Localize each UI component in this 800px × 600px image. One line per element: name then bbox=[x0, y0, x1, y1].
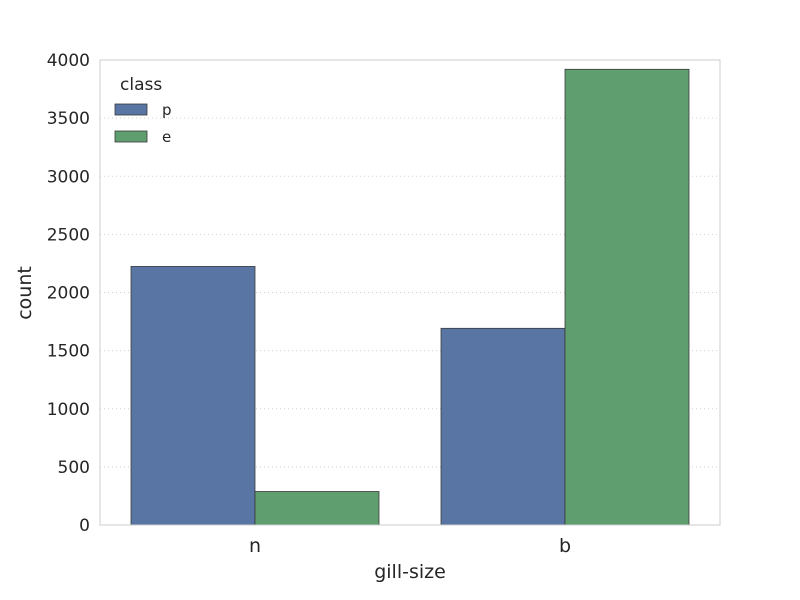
y-tick-label: 2000 bbox=[47, 284, 90, 304]
y-tick-label: 0 bbox=[79, 516, 90, 536]
y-tick-label: 1500 bbox=[47, 342, 90, 362]
y-tick-label: 2500 bbox=[47, 225, 90, 245]
y-tick-label: 4000 bbox=[47, 51, 90, 71]
legend: class pe bbox=[114, 75, 172, 146]
bar-n-p bbox=[130, 266, 256, 526]
bar-n-e bbox=[254, 491, 380, 526]
legend-swatch-p bbox=[114, 103, 148, 116]
y-tick-label: 3000 bbox=[47, 167, 90, 187]
bars bbox=[130, 68, 690, 526]
x-axis-label: gill-size bbox=[374, 561, 446, 583]
legend-label-p: p bbox=[162, 101, 172, 119]
y-tick-label: 1000 bbox=[47, 400, 90, 420]
y-tick-label: 500 bbox=[58, 458, 90, 478]
legend-swatch-e bbox=[114, 130, 148, 143]
plot-frame bbox=[99, 59, 721, 526]
y-tick-labels: 0 500 1000 1500 2000 2500 3000 3500 4000 bbox=[47, 51, 90, 536]
x-tick-label: n bbox=[249, 535, 261, 557]
y-tick-label: 3500 bbox=[47, 109, 90, 129]
legend-label-e: e bbox=[162, 128, 171, 146]
y-axis-label: count bbox=[14, 266, 36, 320]
legend-title: class bbox=[120, 75, 162, 95]
x-tick-label: b bbox=[559, 535, 571, 557]
bar-b-e bbox=[564, 68, 690, 526]
bar-b-p bbox=[440, 327, 566, 526]
